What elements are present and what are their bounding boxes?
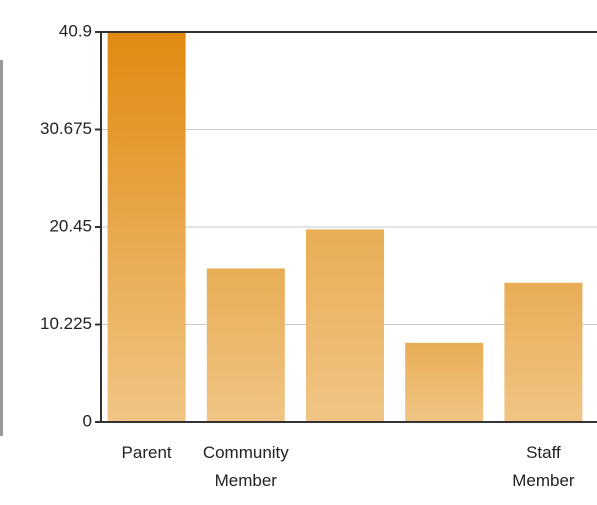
x-tick-labels: Parent Community Member Staff Member (122, 443, 575, 490)
axes (95, 31, 597, 423)
bars (107, 32, 583, 422)
bar-2 (306, 229, 384, 422)
y-tick-label-0: 0 (83, 411, 92, 430)
bar-1 (206, 268, 285, 422)
x-tick-label-1-0: Community (203, 443, 289, 462)
bar-0 (107, 32, 186, 422)
y-tick-labels: 0 10.225 20.45 30.675 40.9 (40, 21, 92, 430)
y-tick-label-4: 40.9 (59, 21, 92, 40)
y-tick-label-3: 30.675 (40, 119, 92, 138)
bar-3 (405, 342, 484, 422)
x-tick-label-0-0: Parent (122, 443, 172, 462)
x-tick-label-4-1: Member (512, 471, 575, 490)
y-tick-label-2: 20.45 (49, 216, 92, 235)
left-frame-rule (0, 60, 3, 436)
y-tick-label-1: 10.225 (40, 314, 92, 333)
bar-4 (504, 282, 583, 422)
x-tick-label-1-1: Member (215, 471, 278, 490)
x-tick-label-4-0: Staff (526, 443, 561, 462)
